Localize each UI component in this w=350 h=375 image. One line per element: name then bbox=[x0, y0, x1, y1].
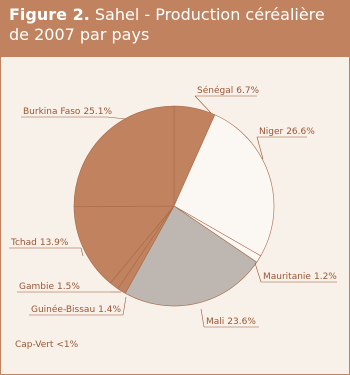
pie-slice bbox=[73, 105, 175, 207]
leader-line bbox=[106, 116, 127, 120]
value-label: 1.4% bbox=[98, 305, 121, 315]
category-label: Tchad bbox=[10, 238, 37, 248]
leader-line bbox=[256, 136, 264, 160]
leader-line bbox=[80, 247, 84, 257]
title-block: Figure 2. Sahel - Production céréalière … bbox=[9, 5, 329, 45]
value-label: 1.2% bbox=[314, 272, 337, 282]
value-label: 26.6% bbox=[286, 127, 315, 137]
figure-label: Figure 2. bbox=[9, 5, 90, 24]
leader-line bbox=[122, 296, 127, 316]
value-label: 13.9% bbox=[40, 238, 69, 248]
slice-label: Gambie 1.5% bbox=[19, 282, 80, 292]
leader-line bbox=[200, 308, 205, 328]
pie-slice bbox=[73, 205, 175, 284]
pie-slice bbox=[124, 205, 258, 307]
category-label: Mali bbox=[206, 317, 224, 327]
slice-label: Burkina Faso 25.1% bbox=[23, 107, 112, 117]
leader-line bbox=[254, 262, 262, 283]
category-label: Niger bbox=[259, 127, 283, 137]
slice-label: Mauritanie 1.2% bbox=[263, 272, 337, 282]
header: Figure 2. Sahel - Production céréalière … bbox=[1, 1, 349, 57]
category-label: Gambie bbox=[19, 282, 54, 292]
slice-label: Tchad 13.9% bbox=[10, 238, 69, 248]
category-label: Guinée-Bissau bbox=[31, 304, 95, 315]
slice-label: Sénégal 6.7% bbox=[197, 85, 260, 96]
category-label: Sénégal bbox=[197, 85, 233, 96]
leader-line bbox=[194, 95, 212, 114]
value-label: 6.7% bbox=[236, 86, 259, 96]
slice-label: Guinée-Bissau 1.4% bbox=[31, 304, 121, 315]
category-label: Burkina Faso bbox=[23, 107, 81, 117]
slice-label: Niger 26.6% bbox=[259, 127, 315, 137]
value-label: 23.6% bbox=[227, 317, 256, 327]
chart-title: Sahel - Production céréalière de 2007 pa… bbox=[9, 5, 325, 44]
slice-label: Mali 23.6% bbox=[206, 317, 256, 327]
annotation: Cap-Vert <1% bbox=[15, 340, 79, 350]
value-label: 25.1% bbox=[83, 107, 112, 117]
pie-slice bbox=[173, 114, 275, 257]
value-label: 1.5% bbox=[57, 282, 80, 292]
category-label: Mauritanie bbox=[263, 272, 311, 282]
